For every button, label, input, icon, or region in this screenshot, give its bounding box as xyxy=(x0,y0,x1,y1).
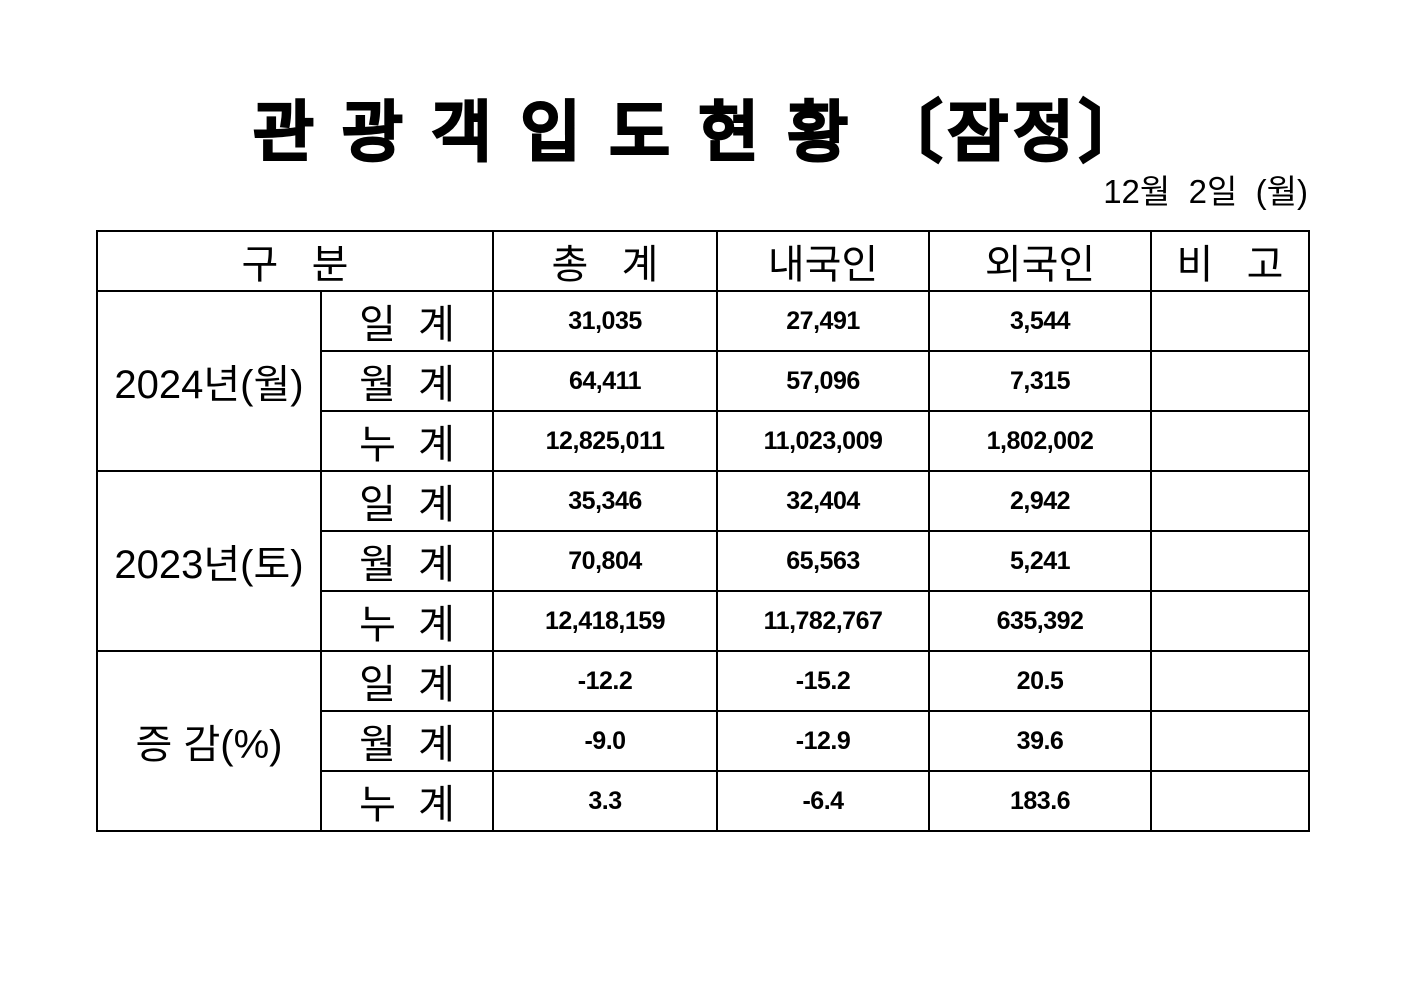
group-label-2024: 2024년(월) xyxy=(96,290,322,472)
table-row: 2024년(월) 일 계 31,035 27,491 3,544 xyxy=(96,290,1311,472)
cell-domestic: 11,782,767 xyxy=(716,590,931,652)
cell-foreign: 20.5 xyxy=(928,650,1153,712)
cell-note xyxy=(1150,590,1311,652)
cell-total: 70,804 xyxy=(492,530,719,592)
row-label-cumulative: 누 계 xyxy=(319,770,495,832)
header-foreign: 외국인 xyxy=(928,230,1153,292)
cell-total: 35,346 xyxy=(492,470,719,532)
cell-total: -9.0 xyxy=(492,710,719,772)
row-label-cumulative: 누 계 xyxy=(319,590,495,652)
group-label-change-pct: 증 감(%) xyxy=(96,650,322,832)
cell-domestic: 32,404 xyxy=(716,470,931,532)
header-gubun: 구 분 xyxy=(95,230,495,292)
page-title: 관 광 객 입 도 현 황 〔잠정〕 xyxy=(252,95,1150,169)
cell-note xyxy=(1150,410,1311,472)
table-header-row: 구 분 총 계 내국인 외국인 비 고 xyxy=(95,230,1311,292)
cell-note xyxy=(1150,530,1311,592)
cell-total: 3.3 xyxy=(492,770,719,832)
cell-total: 12,418,159 xyxy=(492,590,719,652)
cell-domestic: 65,563 xyxy=(716,530,931,592)
row-label-cumulative: 누 계 xyxy=(319,410,495,472)
cell-foreign: 635,392 xyxy=(928,590,1153,652)
table-row: 월 계 64,411 57,096 7,315 xyxy=(97,350,1311,412)
cell-domestic: 27,491 xyxy=(716,290,931,352)
header-note: 비 고 xyxy=(1150,230,1311,292)
cell-foreign: 1,802,002 xyxy=(928,410,1153,472)
table-row: 2023년(토) 일 계 35,346 32,404 2,942 xyxy=(96,470,1311,652)
cell-note xyxy=(1150,290,1311,352)
table-row: 누 계 12,825,011 11,023,009 1,802,002 xyxy=(97,410,1311,472)
cell-foreign: 39.6 xyxy=(928,710,1153,772)
cell-domestic: 57,096 xyxy=(716,350,931,412)
table-row: 증 감(%) 일 계 -12.2 -15.2 20.5 xyxy=(96,650,1311,832)
group-label-2023: 2023년(토) xyxy=(96,470,322,652)
table-row: 누 계 3.3 -6.4 183.6 xyxy=(97,770,1311,832)
cell-note xyxy=(1150,650,1311,712)
header-total: 총 계 xyxy=(492,230,719,292)
cell-foreign: 3,544 xyxy=(928,290,1153,352)
row-label-daily: 일 계 xyxy=(319,470,495,532)
cell-note xyxy=(1150,470,1311,532)
cell-total: -12.2 xyxy=(492,650,719,712)
cell-foreign: 2,942 xyxy=(928,470,1153,532)
cell-total: 64,411 xyxy=(492,350,719,412)
cell-domestic: -15.2 xyxy=(716,650,931,712)
header-domestic: 내국인 xyxy=(716,230,931,292)
report-date: 12월 2일 (월) xyxy=(1103,173,1308,210)
cell-note xyxy=(1150,350,1311,412)
row-label-daily: 일 계 xyxy=(319,290,495,352)
table-row: 월 계 70,804 65,563 5,241 xyxy=(97,530,1311,592)
cell-note xyxy=(1150,710,1311,772)
row-label-daily: 일 계 xyxy=(319,650,495,712)
cell-foreign: 183.6 xyxy=(928,770,1153,832)
row-label-monthly: 월 계 xyxy=(319,530,495,592)
row-label-monthly: 월 계 xyxy=(319,710,495,772)
cell-domestic: -12.9 xyxy=(716,710,931,772)
table-row: 누 계 12,418,159 11,782,767 635,392 xyxy=(97,590,1311,652)
cell-domestic: 11,023,009 xyxy=(716,410,931,472)
tourist-arrivals-table: 구 분 총 계 내국인 외국인 비 고 2024년(월) 일 계 31,035 … xyxy=(95,230,1311,832)
table-row: 월 계 -9.0 -12.9 39.6 xyxy=(97,710,1311,772)
cell-total: 12,825,011 xyxy=(492,410,719,472)
cell-foreign: 5,241 xyxy=(928,530,1153,592)
cell-note xyxy=(1150,770,1311,832)
cell-foreign: 7,315 xyxy=(928,350,1153,412)
cell-domestic: -6.4 xyxy=(716,770,931,832)
row-label-monthly: 월 계 xyxy=(319,350,495,412)
cell-total: 31,035 xyxy=(492,290,719,352)
